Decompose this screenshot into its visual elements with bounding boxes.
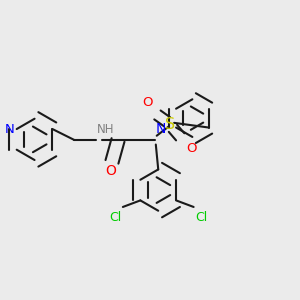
Text: NH: NH [97, 123, 115, 136]
Text: Cl: Cl [195, 211, 207, 224]
Text: S: S [165, 117, 176, 132]
Text: Cl: Cl [109, 211, 121, 224]
Text: O: O [186, 142, 197, 155]
Text: O: O [142, 97, 152, 110]
Text: O: O [105, 164, 116, 178]
Text: N: N [4, 122, 14, 136]
Text: N: N [156, 122, 166, 136]
